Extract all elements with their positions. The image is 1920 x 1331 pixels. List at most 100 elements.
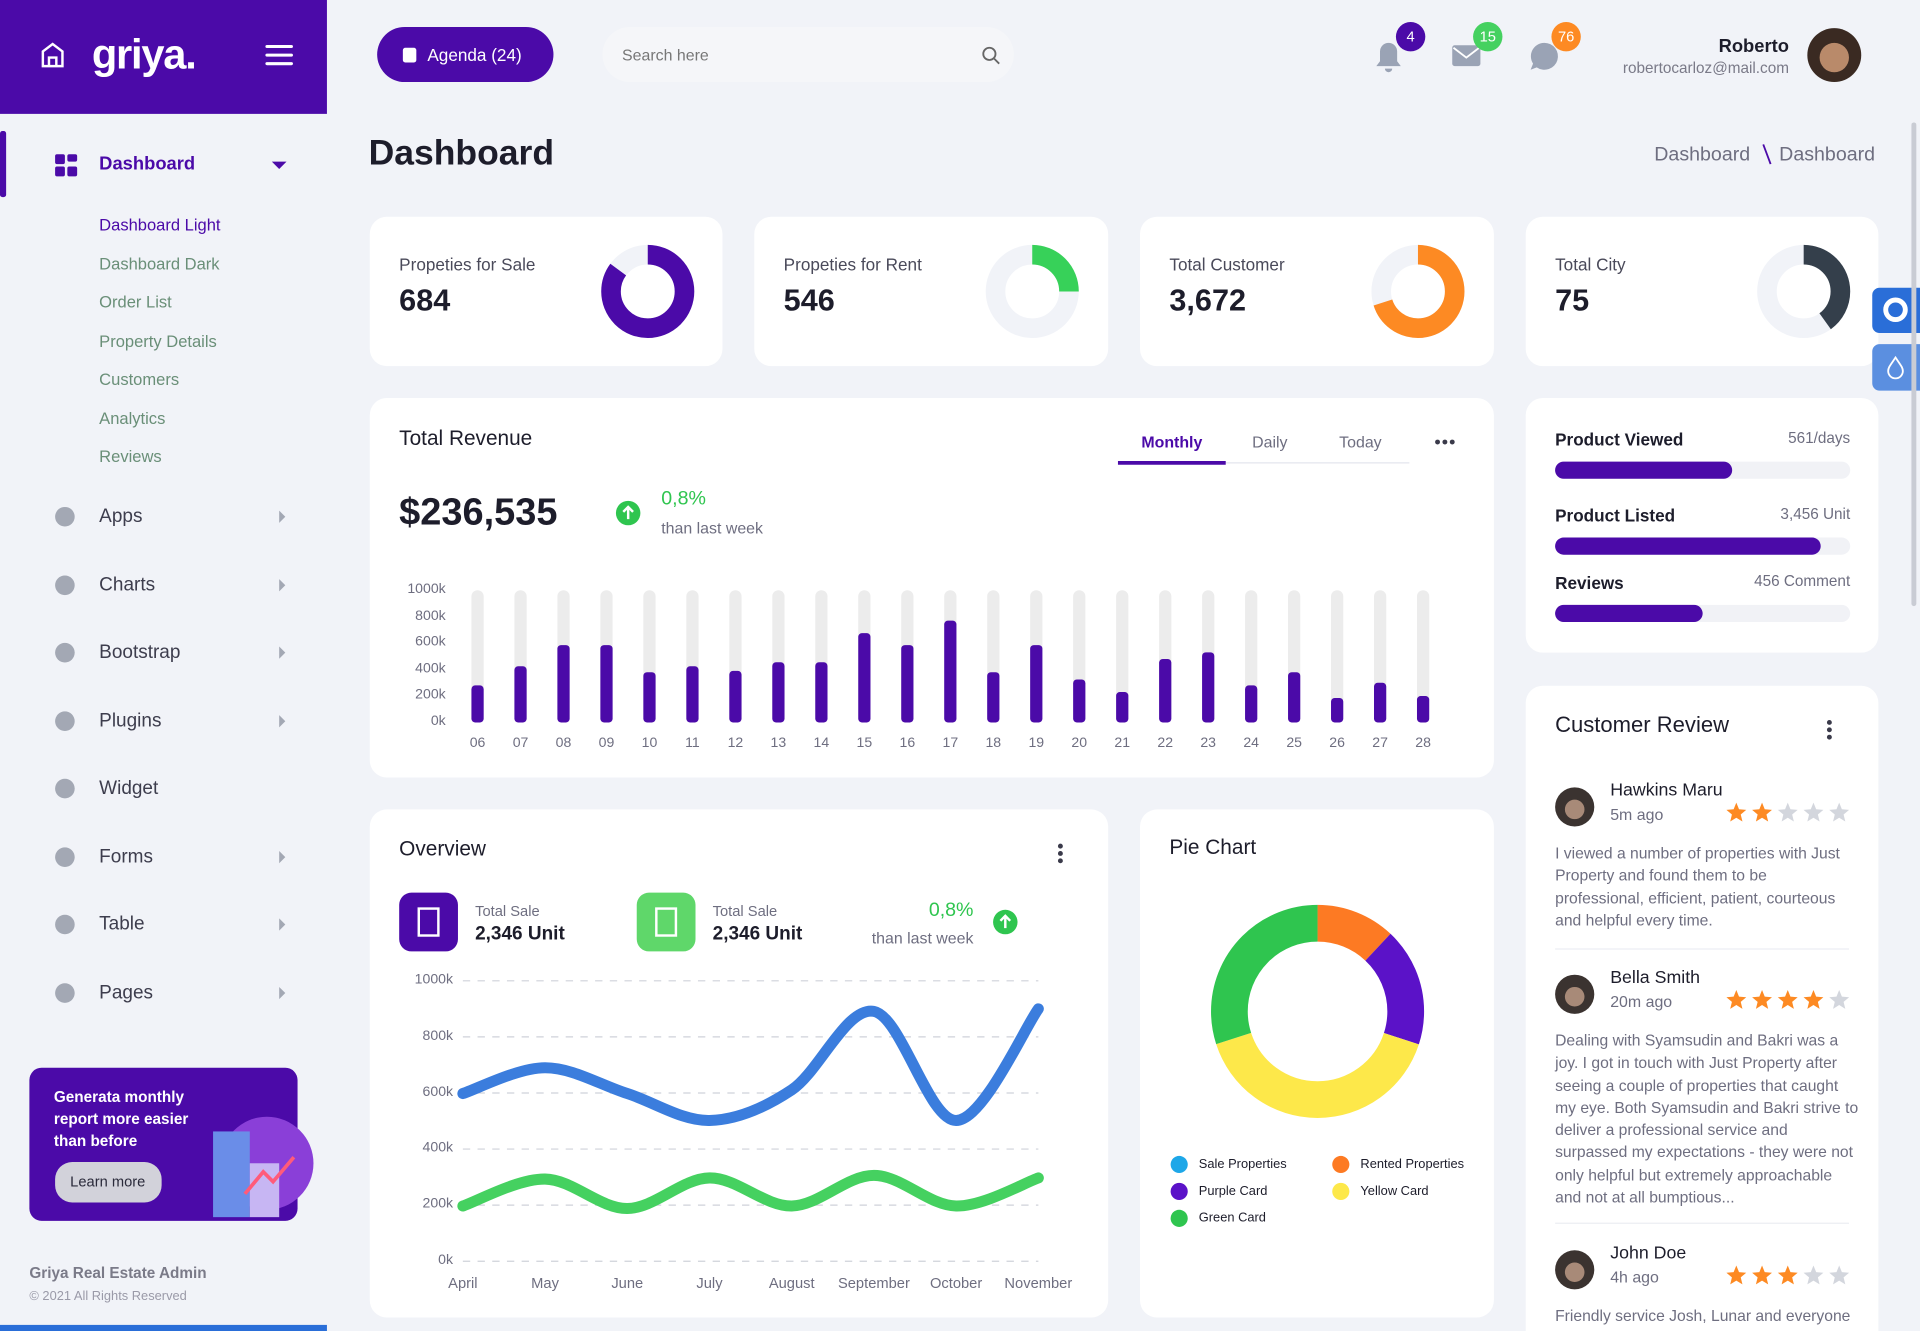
x-tick-label: 12 bbox=[727, 736, 744, 751]
y-tick-label: 200k bbox=[422, 1196, 454, 1212]
x-tick-label: 20 bbox=[1071, 736, 1088, 751]
review-avatar bbox=[1564, 799, 1585, 820]
y-tick-label: 1000k bbox=[407, 581, 446, 597]
donut-arc bbox=[1757, 244, 1851, 338]
menu-item[interactable]: Bootstrap bbox=[99, 641, 181, 663]
more-dot bbox=[1442, 439, 1448, 445]
footer-copyright: © 2021 All Rights Reserved bbox=[29, 1289, 187, 1304]
tab[interactable]: Today bbox=[1339, 432, 1382, 452]
menu-item[interactable]: Forms bbox=[99, 846, 153, 868]
x-tick-label: July bbox=[696, 1274, 723, 1292]
x-tick-label: 08 bbox=[555, 736, 572, 751]
menu-item[interactable]: Widget bbox=[99, 777, 159, 799]
breadcrumb[interactable]: Dashboard bbox=[1654, 144, 1751, 166]
active-indicator bbox=[0, 131, 7, 198]
revenue-change: 0,8% bbox=[661, 488, 706, 510]
x-tick-label: 15 bbox=[856, 736, 873, 751]
review-avatar bbox=[1564, 986, 1585, 1007]
tab[interactable]: Monthly bbox=[1141, 432, 1203, 452]
x-tick-label: September bbox=[837, 1274, 910, 1292]
progress-value: 456 Comment bbox=[1754, 572, 1851, 590]
menu-item[interactable]: Dashboard bbox=[99, 153, 196, 175]
submenu-item[interactable]: Analytics bbox=[99, 408, 166, 428]
submenu-item[interactable]: Order List bbox=[99, 292, 172, 312]
star bbox=[1752, 802, 1772, 822]
menu-item[interactable]: Plugins bbox=[99, 710, 162, 732]
star bbox=[1803, 1265, 1824, 1285]
submenu-item[interactable]: Property Details bbox=[99, 331, 217, 350]
submenu-item[interactable]: Customers bbox=[99, 370, 180, 389]
bar bbox=[1030, 645, 1043, 723]
menu-item[interactable]: Table bbox=[99, 913, 145, 935]
promo-button bbox=[55, 1162, 162, 1203]
menu-arrow bbox=[279, 918, 286, 931]
progress-value: 561/days bbox=[1788, 429, 1851, 447]
donut-arc bbox=[1371, 244, 1465, 338]
promo-button-label[interactable]: Learn more bbox=[70, 1173, 146, 1191]
menu-item[interactable]: Pages bbox=[99, 982, 154, 1004]
star bbox=[1803, 802, 1824, 822]
progress-bar bbox=[1555, 461, 1733, 479]
dashboard-icon bbox=[67, 154, 78, 162]
card-title: Pie Chart bbox=[1169, 835, 1257, 859]
avatar bbox=[1819, 42, 1849, 73]
x-tick-label: 11 bbox=[685, 736, 700, 751]
badge bbox=[1551, 22, 1581, 52]
review-time: 5m ago bbox=[1610, 805, 1664, 824]
menu-item[interactable]: Apps bbox=[99, 506, 143, 527]
x-tick-label: 06 bbox=[469, 736, 486, 751]
bar bbox=[1159, 658, 1172, 723]
bar bbox=[815, 662, 828, 723]
footer-title: Griya Real Estate Admin bbox=[29, 1264, 207, 1282]
submenu-item[interactable]: Reviews bbox=[99, 447, 162, 466]
summary-label: Total Sale bbox=[712, 902, 778, 920]
star bbox=[1829, 990, 1850, 1009]
user-name: Roberto bbox=[1718, 36, 1789, 57]
stat-label: Propeties for Rent bbox=[783, 254, 922, 275]
search-box[interactable] bbox=[602, 26, 1014, 83]
revenue-total: $236,535 bbox=[399, 490, 558, 534]
star bbox=[1726, 990, 1747, 1009]
progress-bar bbox=[1555, 604, 1703, 623]
summary-icon bbox=[417, 907, 440, 937]
bar bbox=[557, 645, 570, 723]
pie-slice bbox=[1211, 904, 1425, 1118]
tab[interactable]: Daily bbox=[1252, 432, 1288, 452]
menu-arrow bbox=[279, 715, 286, 728]
up-arrow bbox=[999, 914, 1012, 929]
more-dot bbox=[1826, 727, 1832, 733]
bar bbox=[471, 685, 484, 723]
review-rating bbox=[1726, 990, 1850, 1009]
review-rating bbox=[1726, 1265, 1850, 1285]
submenu-item[interactable]: Dashboard Dark bbox=[99, 254, 220, 273]
submenu-item[interactable]: Dashboard Light bbox=[99, 215, 221, 235]
stat-value: 3,672 bbox=[1169, 283, 1246, 318]
agenda-label[interactable]: Agenda (24) bbox=[427, 45, 522, 65]
bar bbox=[1245, 685, 1258, 723]
stat-card bbox=[1525, 216, 1879, 367]
menu-icon bbox=[55, 914, 75, 935]
bar bbox=[1416, 696, 1430, 723]
breadcrumb[interactable]: Dashboard bbox=[1779, 144, 1876, 166]
bar-track bbox=[1116, 590, 1129, 723]
menu-icon bbox=[55, 575, 75, 596]
menu-item[interactable]: Charts bbox=[99, 574, 156, 596]
more-dot bbox=[1826, 720, 1832, 725]
more-dot bbox=[1449, 439, 1455, 445]
x-tick-label: 14 bbox=[813, 736, 830, 751]
page-title: Dashboard bbox=[368, 134, 555, 174]
menu-icon bbox=[55, 778, 75, 799]
x-tick-label: 13 bbox=[770, 736, 787, 751]
more-dot bbox=[1057, 851, 1063, 856]
badge-count: 76 bbox=[1557, 28, 1575, 46]
x-tick-label: 22 bbox=[1157, 736, 1174, 751]
bar bbox=[1073, 679, 1086, 723]
card-title: Customer Review bbox=[1555, 712, 1730, 738]
bar bbox=[901, 645, 914, 723]
review-rating bbox=[1726, 802, 1850, 822]
menu-icon bbox=[55, 506, 75, 527]
star bbox=[1726, 802, 1747, 822]
theme-icon bbox=[1887, 355, 1904, 380]
overview-card bbox=[369, 809, 1109, 1318]
y-tick-label: 0k bbox=[430, 714, 446, 729]
